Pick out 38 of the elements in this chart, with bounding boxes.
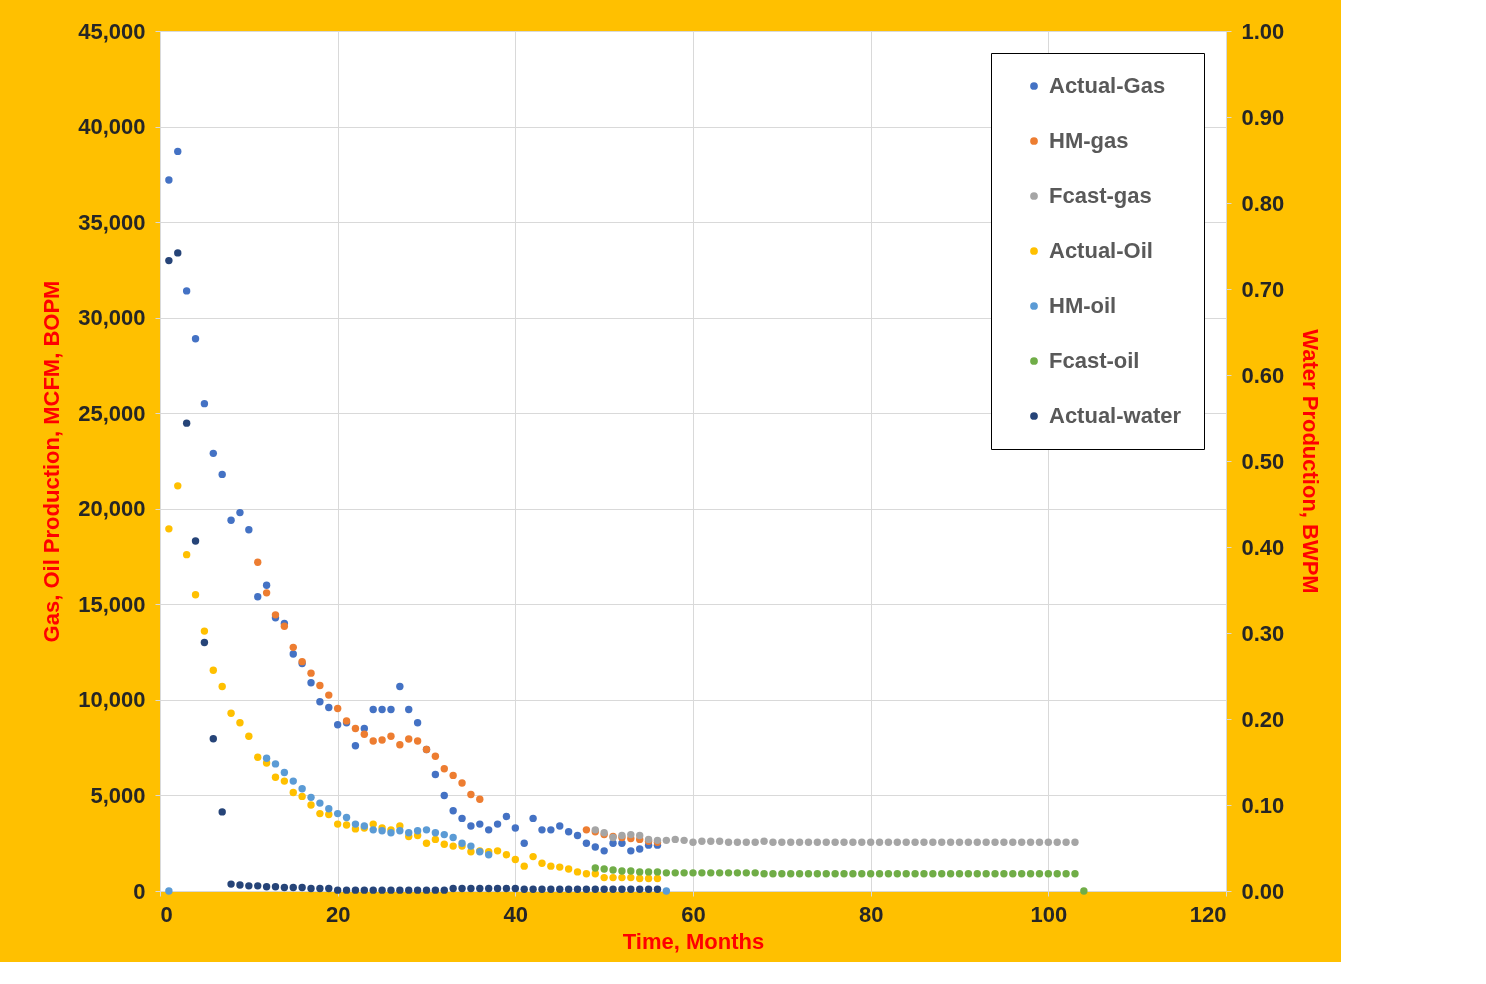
y-tick-label: 30,000 (78, 305, 146, 331)
y2-tick-label: 0.80 (1241, 190, 1285, 216)
y-tick-label: 20,000 (78, 496, 146, 522)
x-tick-label: 40 (503, 901, 529, 927)
y-tick-label: 0 (133, 878, 146, 904)
legend-label: Fcast-gas (1049, 183, 1152, 208)
y-tick-label: 5,000 (90, 782, 146, 808)
y2-axis-title: Water Production, BWPM (1298, 329, 1324, 594)
y-tick-label: 15,000 (78, 591, 146, 617)
x-axis-title: Time, Months (622, 928, 765, 954)
y2-tick-label: 0.50 (1241, 448, 1285, 474)
legend-label: HM-gas (1049, 128, 1129, 153)
x-tick-label: 0 (160, 901, 173, 927)
x-tick-label: 20 (325, 901, 351, 927)
x-tick-label: 60 (681, 901, 706, 927)
y-tick-label: 45,000 (78, 18, 146, 44)
y2-tick-label: 0.60 (1241, 362, 1285, 388)
x-tick-label: 80 (858, 901, 884, 927)
y2-tick-label: 0.20 (1241, 706, 1285, 732)
x-tick-label: 120 (1189, 901, 1227, 927)
x-tick-label: 100 (1030, 901, 1068, 927)
y-tick-label: 40,000 (78, 114, 146, 140)
y-axis-title: Gas, Oil Production, MCFM, BOPM (39, 280, 65, 643)
y2-tick-label: 0.40 (1241, 534, 1285, 560)
legend-label: Fcast-oil (1049, 348, 1140, 373)
y2-tick-label: 1.00 (1241, 18, 1285, 44)
y2-tick-label: 0.90 (1241, 104, 1285, 130)
legend-label: HM-oil (1049, 293, 1117, 318)
y-tick-label: 35,000 (78, 209, 146, 235)
legend-label: Actual-Oil (1049, 238, 1153, 263)
y-tick-label: 10,000 (78, 687, 146, 713)
y2-tick-label: 0.00 (1241, 878, 1285, 904)
legend-label: Actual-water (1049, 403, 1182, 428)
y-tick-label: 25,000 (78, 400, 146, 426)
y2-tick-label: 0.10 (1241, 792, 1285, 818)
y2-tick-label: 0.30 (1241, 620, 1285, 646)
y2-tick-label: 0.70 (1241, 276, 1285, 302)
legend-label: Actual-Gas (1049, 73, 1166, 98)
